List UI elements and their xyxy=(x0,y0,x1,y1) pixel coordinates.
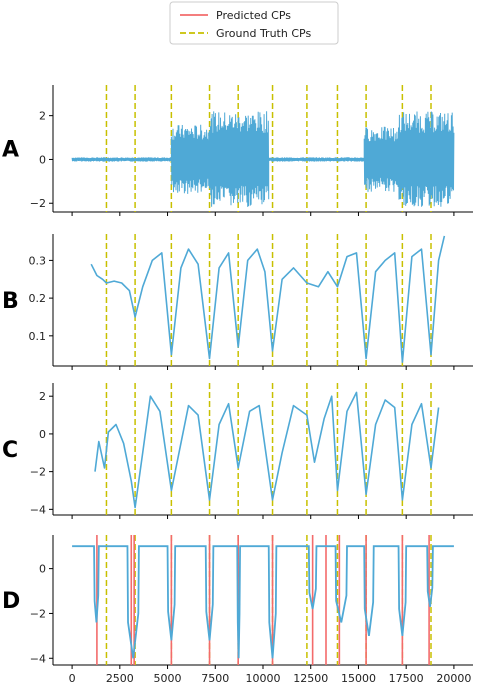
y-tick-label: 0.1 xyxy=(29,330,47,343)
panel-letter: D xyxy=(2,589,20,614)
panel-letter: A xyxy=(2,138,19,163)
y-tick-label: −2 xyxy=(30,197,46,210)
x-tick-label: 10000 xyxy=(246,672,281,685)
x-tick-label: 5000 xyxy=(154,672,182,685)
x-tick-label: 15000 xyxy=(341,672,376,685)
x-tick-label: 17500 xyxy=(389,672,424,685)
distance-series xyxy=(72,545,454,659)
legend-ground-truth-label: Ground Truth CPs xyxy=(216,27,311,40)
y-tick-label: 0.2 xyxy=(29,292,47,305)
signal-series xyxy=(71,111,455,207)
panel-a: A −2 0 2 xyxy=(2,85,473,216)
y-tick-label: 0 xyxy=(39,428,46,441)
y-tick-label: 0 xyxy=(39,563,46,576)
x-tick-label: 12500 xyxy=(293,672,328,685)
legend-frame xyxy=(169,1,339,45)
panel-b: B 0.1 0.2 0.3 xyxy=(2,234,473,370)
y-tick-label: 2 xyxy=(39,390,46,403)
legend-predicted-label: Predicted CPs xyxy=(216,9,291,22)
panel-letter: C xyxy=(2,438,18,463)
x-tick-label: 7500 xyxy=(201,672,229,685)
panel-letter: B xyxy=(2,289,19,314)
y-tick-label: 2 xyxy=(39,110,46,123)
series-line xyxy=(94,391,440,509)
x-tick-label: 2500 xyxy=(106,672,134,685)
panel-d: D −4 −2 0 0 2500 5000 7500 10000 12500 15000 17500 2… xyxy=(2,535,473,685)
y-tick-label: 0 xyxy=(39,153,46,166)
series-line xyxy=(90,235,446,363)
y-tick-label: 0.3 xyxy=(29,254,47,267)
y-tick-label: −4 xyxy=(30,652,46,665)
x-tick-label: 20000 xyxy=(436,672,471,685)
y-tick-label: −2 xyxy=(30,466,46,479)
x-tick-label: 0 xyxy=(69,672,76,685)
panel-c: C −4 −2 0 2 xyxy=(2,383,473,519)
y-tick-label: −2 xyxy=(30,607,46,620)
y-tick-label: −4 xyxy=(30,503,46,516)
legend: Predicted CPs Ground Truth CPs xyxy=(169,1,339,45)
